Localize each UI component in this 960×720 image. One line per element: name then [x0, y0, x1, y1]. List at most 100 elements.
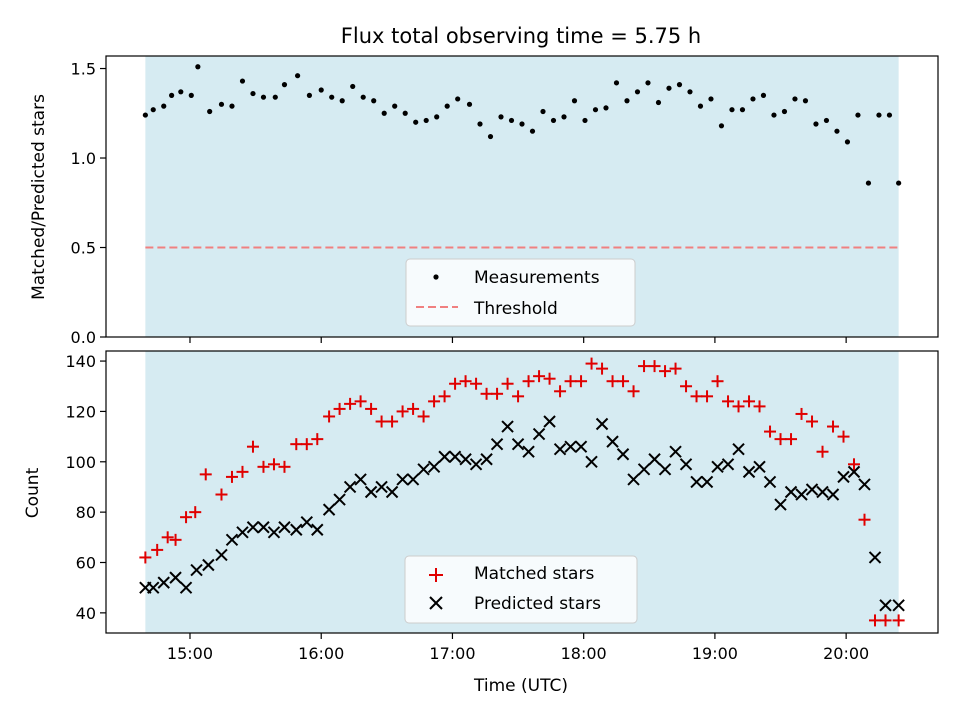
- measurement-point: [519, 121, 525, 127]
- top-axes-frame: [105, 55, 939, 338]
- bottom-y-tick-label: 140: [65, 352, 96, 371]
- measurement-point: [855, 112, 861, 118]
- predicted-star-point: [585, 455, 598, 468]
- measurement-point: [392, 103, 398, 109]
- matched-star-point: [638, 360, 651, 373]
- matched-star-point: [396, 405, 409, 418]
- matched-star-point: [491, 387, 504, 400]
- measurement-point: [498, 114, 504, 120]
- predicted-star-point: [732, 442, 745, 456]
- x-tick-label: 19:00: [692, 644, 738, 663]
- predicted-star-point: [858, 478, 871, 491]
- bottom-y-tick-label: 40: [76, 604, 96, 623]
- measurement-point: [603, 105, 609, 111]
- matched-star-point: [711, 375, 724, 388]
- measurement-point: [260, 94, 267, 100]
- measurement-point: [729, 107, 735, 113]
- measurement-point: [676, 82, 683, 88]
- measurement-point: [188, 92, 194, 98]
- measurement-point: [371, 98, 377, 104]
- matched-star-point: [512, 390, 525, 403]
- measurement-point: [529, 128, 536, 134]
- measurement-point: [666, 85, 672, 91]
- matched-star-point: [257, 460, 270, 473]
- measurement-point: [207, 108, 213, 115]
- matched-star-point: [879, 614, 892, 627]
- measurement-point: [350, 83, 356, 90]
- predicted-star-point: [448, 450, 462, 463]
- predicted-star-point: [606, 435, 619, 448]
- measurement-point: [645, 80, 651, 86]
- predicted-star-point: [225, 533, 239, 547]
- matched-star-point: [480, 387, 493, 400]
- matched-star-point: [680, 380, 693, 393]
- measurement-point: [655, 99, 662, 106]
- matched-star-point: [169, 533, 182, 546]
- predicted-star-point: [354, 473, 367, 486]
- measurement-point: [865, 180, 872, 186]
- predicted-star-point: [157, 576, 170, 589]
- measurement-point: [360, 94, 366, 100]
- matched-star-point: [267, 458, 280, 471]
- matched-star-point: [554, 385, 567, 398]
- matched-star-point: [722, 395, 735, 408]
- measurement-point: [896, 180, 902, 186]
- predicted-star-point: [438, 450, 451, 463]
- predicted-star-point: [826, 488, 840, 501]
- bottom-y-axis-label: Count: [23, 467, 43, 518]
- measurement-point: [195, 64, 201, 70]
- predicted-star-point: [417, 463, 430, 476]
- measurement-point: [142, 112, 148, 118]
- predicted-star-point: [522, 445, 535, 458]
- top-legend: Measurements Threshold: [405, 258, 636, 327]
- matched-star-point: [470, 377, 483, 390]
- measurement-point: [281, 82, 288, 88]
- predicted-star-point: [364, 485, 378, 499]
- measurement-point: [781, 108, 788, 115]
- measurement-point: [161, 103, 167, 109]
- measurement-point: [218, 101, 225, 107]
- matched-star-point: [246, 440, 259, 453]
- matched-star-point: [438, 390, 451, 403]
- matched-star-point: [795, 407, 808, 420]
- measurement-point: [540, 108, 546, 115]
- measurement-point: [624, 98, 630, 104]
- measurement-point: [708, 96, 714, 102]
- measurement-point: [687, 89, 693, 95]
- predicted-star-point: [616, 448, 630, 461]
- predicted-star-point: [147, 581, 160, 594]
- x-tick-label: 16:00: [298, 644, 344, 663]
- predicted-star-point: [278, 521, 291, 534]
- measurement-point: [294, 73, 301, 79]
- matched-star-point: [215, 488, 228, 501]
- predicted-star-point: [690, 475, 703, 489]
- measurement-point: [792, 96, 798, 102]
- measurement-point: [306, 92, 313, 98]
- predicted-star-point: [564, 440, 577, 453]
- matched-star-point: [501, 377, 514, 390]
- matched-star-point: [743, 395, 756, 408]
- legend-label-measurements: Measurements: [474, 268, 600, 288]
- predicted-star-point: [595, 417, 609, 431]
- predicted-star-point: [763, 475, 777, 489]
- measurement-point: [718, 123, 725, 129]
- matched-star-point: [816, 445, 829, 458]
- measurement-point: [876, 112, 882, 118]
- predicted-star-point: [879, 599, 892, 612]
- measurement-point: [423, 117, 429, 124]
- matched-star-point: [278, 460, 291, 473]
- matched-star-point: [344, 397, 357, 410]
- measurement-point: [434, 114, 440, 120]
- measurement-point: [169, 92, 175, 98]
- predicted-star-point: [406, 473, 420, 486]
- chart-title: Flux total observing time = 5.75 h: [341, 24, 701, 48]
- measurement-point: [229, 103, 235, 109]
- matched-star-point: [189, 506, 202, 519]
- predicted-star-point: [892, 599, 905, 612]
- matched-star-point: [533, 370, 546, 383]
- measurement-point: [582, 117, 588, 124]
- predicted-star-point: [648, 453, 661, 466]
- measurement-point: [844, 139, 851, 145]
- matched-star-point: [837, 430, 850, 443]
